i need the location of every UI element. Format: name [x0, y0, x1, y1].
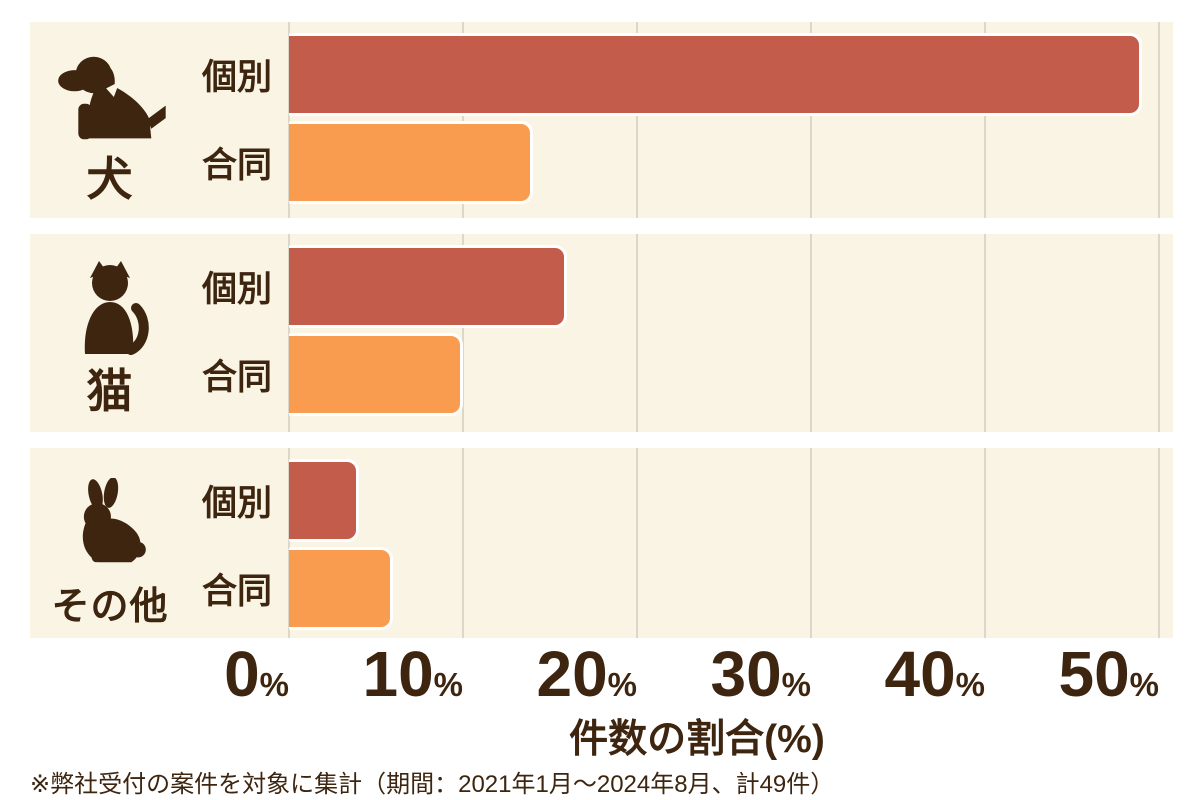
gridline-0pct — [288, 22, 290, 218]
gridline-20pct — [636, 234, 638, 432]
category-label-dog: 犬 — [86, 153, 134, 205]
plot-area-other — [288, 448, 1173, 638]
axis-tick-label-20: 20% — [536, 638, 637, 710]
dog-category-column: 犬 — [30, 22, 190, 218]
series-label-joint: 合同 — [202, 146, 273, 185]
axis-tick-label-10: 10% — [362, 638, 463, 710]
bar-other-individual — [289, 459, 359, 542]
gridline-0pct — [288, 448, 290, 638]
series-label-individual: 個別 — [202, 270, 273, 309]
axis-tick-label-30: 30% — [710, 638, 811, 710]
gridline-30pct — [810, 448, 812, 638]
dog-icon — [30, 50, 190, 146]
gridline-40pct — [984, 234, 986, 432]
axis-tick-label-40: 40% — [884, 638, 985, 710]
series-label-joint: 合同 — [202, 572, 273, 611]
plot-area-dog — [288, 22, 1173, 218]
gridline-40pct — [984, 22, 986, 218]
series-label-joint: 合同 — [202, 358, 273, 397]
bar-dog-joint — [289, 121, 533, 204]
bar-dog-individual — [289, 33, 1142, 116]
gridline-10pct — [462, 448, 464, 638]
series-label-individual: 個別 — [202, 58, 273, 97]
gridline-10pct — [462, 234, 464, 432]
category-label-cat: 猫 — [86, 365, 134, 417]
cat-icon — [30, 261, 190, 358]
gridline-50pct — [1158, 448, 1160, 638]
category-panel-dog: 犬 個別 合同 — [30, 22, 1173, 218]
x-axis: 0% 10% 20% 30% 40% 50% — [0, 642, 1200, 706]
plot-area-cat — [288, 234, 1173, 432]
footnote: ※弊社受付の案件を対象に集計（期間：2021年1月～2024年8月、計49件） — [30, 771, 835, 798]
gridline-20pct — [636, 22, 638, 218]
cat-category-column: 猫 — [30, 234, 190, 432]
axis-tick-label-0: 0% — [224, 638, 289, 710]
category-panel-other: その他 個別 合同 — [30, 448, 1173, 638]
gridline-40pct — [984, 448, 986, 638]
category-label-other: その他 — [51, 585, 169, 628]
gridline-50pct — [1158, 22, 1160, 218]
category-panel-cat: 猫 個別 合同 — [30, 234, 1173, 432]
x-axis-title: 件数の割合(%) — [569, 718, 825, 761]
other-category-column: その他 — [30, 448, 190, 638]
gridline-50pct — [1158, 234, 1160, 432]
bar-other-joint — [289, 547, 394, 630]
axis-tick-label-50: 50% — [1058, 638, 1159, 710]
gridline-10pct — [462, 22, 464, 218]
series-label-individual: 個別 — [202, 484, 273, 523]
rabbit-icon — [30, 476, 190, 572]
gridline-30pct — [810, 22, 812, 218]
bar-cat-joint — [289, 333, 463, 416]
gridline-20pct — [636, 448, 638, 638]
bar-cat-individual — [289, 245, 568, 328]
gridline-30pct — [810, 234, 812, 432]
